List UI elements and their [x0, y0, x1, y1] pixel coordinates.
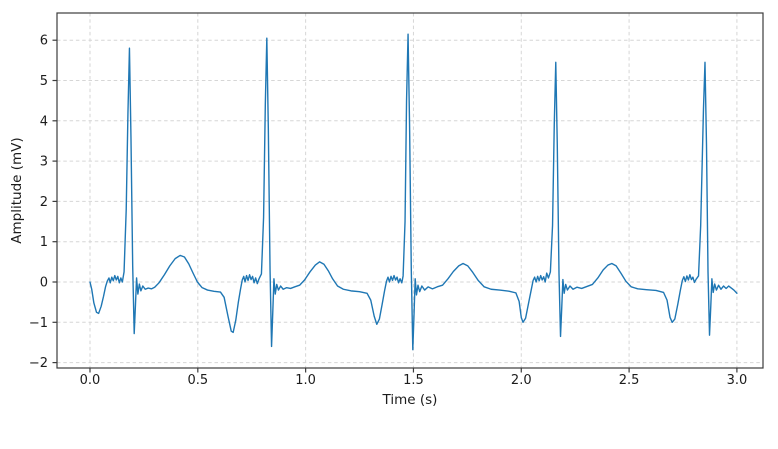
x-tick-label: 2.5: [619, 373, 640, 388]
plot-frame-rect: [56, 12, 764, 369]
ecg-waveform-path: [89, 33, 738, 351]
y-tick-label: 5: [40, 74, 48, 89]
x-tick-label: 2.0: [511, 373, 532, 388]
y-tick-label: −1: [29, 316, 48, 331]
y-tick-label: 2: [40, 195, 48, 210]
ecg-waveform: [89, 33, 738, 351]
y-tick-label: 4: [40, 114, 48, 129]
axis-tick-labels: 0.0 0.5 1.0 1.5 2.0 2.5 3.0 −2 −1 0 1 2 3 4 5 6: [29, 34, 747, 388]
y-tick-label: 6: [40, 34, 48, 49]
y-tick-label: −2: [29, 356, 48, 371]
x-tick-label: 1.5: [403, 373, 424, 388]
axis-ticks: [52, 39, 738, 373]
y-tick-label: 3: [40, 155, 48, 170]
y-tick-label: 0: [40, 276, 48, 291]
x-tick-label: 1.0: [295, 373, 316, 388]
y-tick-label: 1: [40, 235, 48, 250]
x-axis-label: Time (s): [382, 392, 438, 408]
plot-frame: [56, 12, 764, 369]
x-tick-label: 3.0: [727, 373, 748, 388]
x-tick-label: 0.5: [187, 373, 208, 388]
y-axis-label: Amplitude (mV): [9, 137, 25, 243]
x-tick-label: 0.0: [80, 373, 101, 388]
